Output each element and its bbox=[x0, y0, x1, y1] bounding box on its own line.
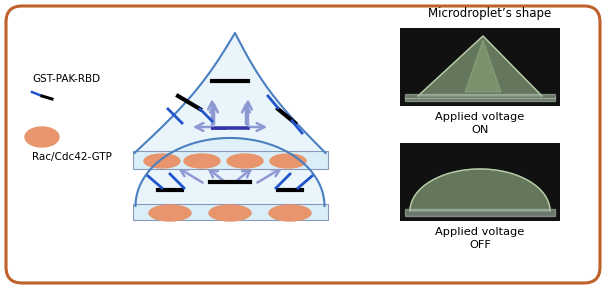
Text: Microdroplet’s shape: Microdroplet’s shape bbox=[428, 8, 551, 21]
Text: Applied voltage
OFF: Applied voltage OFF bbox=[435, 227, 525, 250]
FancyBboxPatch shape bbox=[133, 151, 327, 169]
Polygon shape bbox=[136, 138, 324, 206]
Text: Rac/Cdc42-GTP: Rac/Cdc42-GTP bbox=[32, 152, 112, 162]
Polygon shape bbox=[135, 33, 325, 153]
FancyBboxPatch shape bbox=[400, 28, 560, 106]
FancyBboxPatch shape bbox=[400, 143, 560, 221]
Ellipse shape bbox=[270, 154, 306, 168]
FancyBboxPatch shape bbox=[6, 6, 600, 283]
Polygon shape bbox=[405, 94, 555, 101]
Text: GST-PAK-RBD: GST-PAK-RBD bbox=[32, 74, 100, 84]
Polygon shape bbox=[465, 40, 501, 92]
Ellipse shape bbox=[184, 154, 220, 168]
Polygon shape bbox=[405, 209, 555, 216]
FancyBboxPatch shape bbox=[133, 204, 327, 220]
Polygon shape bbox=[410, 169, 550, 211]
Ellipse shape bbox=[209, 205, 251, 221]
Text: Applied voltage
ON: Applied voltage ON bbox=[435, 112, 525, 135]
Ellipse shape bbox=[25, 127, 59, 147]
Ellipse shape bbox=[149, 205, 191, 221]
Polygon shape bbox=[418, 36, 542, 96]
Ellipse shape bbox=[269, 205, 311, 221]
Ellipse shape bbox=[227, 154, 263, 168]
Ellipse shape bbox=[144, 154, 180, 168]
